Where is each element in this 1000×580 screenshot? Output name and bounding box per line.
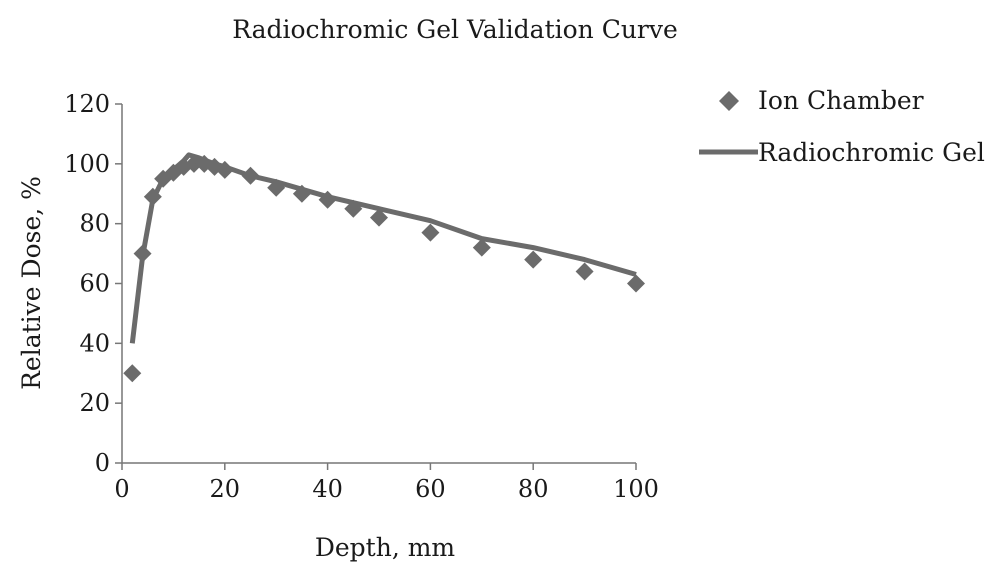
x-tick-label: 60 <box>415 475 446 503</box>
x-tick-label: 40 <box>312 475 343 503</box>
x-tick-label: 100 <box>613 475 659 503</box>
ion-chamber-point <box>133 244 152 263</box>
ion-chamber-point <box>318 190 337 209</box>
x-tick-label: 20 <box>210 475 241 503</box>
ion-chamber-point <box>344 199 363 218</box>
y-tick-label: 80 <box>79 210 110 238</box>
ion-chamber-point <box>123 364 142 383</box>
y-tick-label: 20 <box>79 389 110 417</box>
legend-label-radiochromic-gel: Radiochromic Gel <box>758 138 985 167</box>
y-ticks: 0 20 40 60 80 100 120 <box>64 90 122 477</box>
ion-chamber-point <box>267 178 286 197</box>
legend: Ion Chamber Radiochromic Gel <box>699 86 985 167</box>
legend-diamond-marker <box>719 91 739 111</box>
legend-item-radiochromic-gel: Radiochromic Gel <box>699 138 985 167</box>
y-tick-label: 0 <box>95 449 110 477</box>
chart-title: Radiochromic Gel Validation Curve <box>232 15 678 44</box>
legend-label-ion-chamber: Ion Chamber <box>758 86 924 115</box>
x-tick-label: 80 <box>518 475 549 503</box>
ion-chamber-point <box>292 184 311 203</box>
y-tick-label: 60 <box>79 270 110 298</box>
ion-chamber-point <box>241 166 260 185</box>
y-tick-label: 100 <box>64 150 110 178</box>
y-tick-label: 40 <box>79 329 110 357</box>
ion-chamber-point <box>370 208 388 227</box>
ion-chamber-point <box>184 154 203 173</box>
x-axis-label: Depth, mm <box>315 533 456 562</box>
ion-chamber-point <box>472 238 491 257</box>
y-tick-label: 120 <box>64 90 110 118</box>
plot-area <box>123 152 645 383</box>
ion-chamber-point <box>524 250 543 269</box>
ion-chamber-point <box>215 160 234 179</box>
radiochromic-gel-line <box>129 152 637 344</box>
x-ticks: 0 20 40 60 80 100 <box>114 463 659 503</box>
ion-chamber-point <box>627 274 645 293</box>
ion-chamber-point <box>143 187 162 206</box>
ion-chamber-point <box>421 223 440 242</box>
legend-item-ion-chamber: Ion Chamber <box>719 86 924 115</box>
x-tick-label: 0 <box>114 475 129 503</box>
ion-chamber-point <box>575 262 594 281</box>
y-axis-label: Relative Dose, % <box>17 176 46 390</box>
